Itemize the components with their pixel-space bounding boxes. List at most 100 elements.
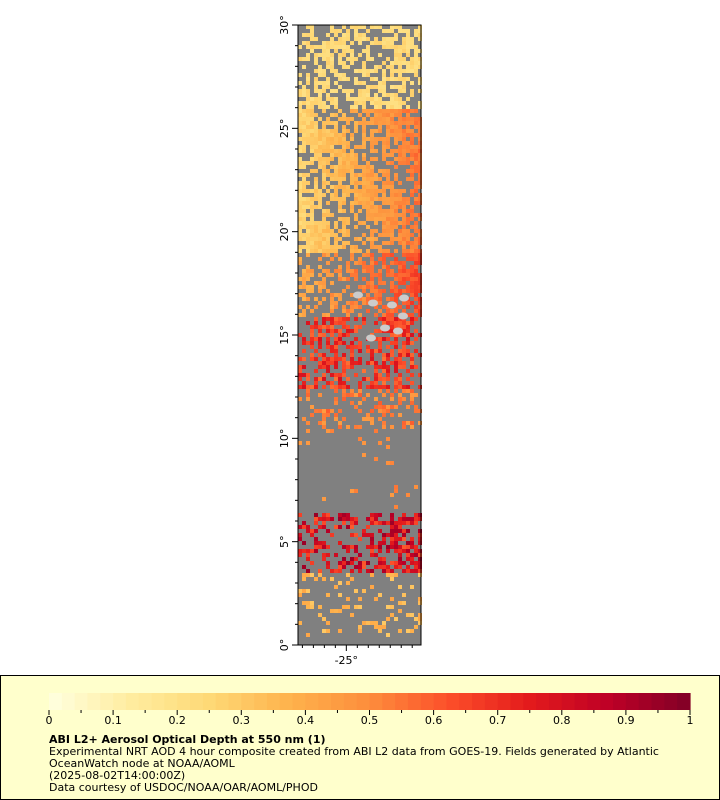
aod-cell — [394, 385, 398, 389]
aod-cell — [330, 245, 334, 249]
aod-cell — [410, 209, 414, 213]
aod-cell — [350, 61, 354, 65]
aod-cell — [314, 233, 318, 237]
aod-cell — [306, 285, 310, 289]
aod-cell — [358, 221, 362, 225]
aod-cell — [410, 585, 414, 589]
aod-cell — [354, 325, 358, 329]
aod-cell — [398, 73, 402, 77]
aod-cell — [326, 269, 330, 273]
aod-cell — [370, 381, 374, 385]
aod-cell — [350, 149, 354, 153]
aod-cell — [386, 117, 390, 121]
aod-cell — [306, 633, 310, 637]
aod-cell — [350, 345, 354, 349]
aod-cell — [394, 193, 398, 197]
aod-cell — [318, 141, 322, 145]
aod-cell — [310, 405, 314, 409]
aod-cell — [414, 553, 418, 557]
aod-cell — [342, 357, 346, 361]
aod-cell — [346, 309, 350, 313]
aod-cell — [330, 45, 334, 49]
aod-cell — [330, 153, 334, 157]
aod-cell — [394, 49, 398, 53]
aod-cell — [314, 169, 318, 173]
aod-cell — [370, 541, 374, 545]
aod-cell — [318, 117, 322, 121]
aod-cell — [410, 41, 414, 45]
aod-cell — [410, 61, 414, 65]
aod-cell — [394, 405, 398, 409]
aod-cell — [402, 309, 406, 313]
aod-cell — [322, 129, 326, 133]
aod-cell — [394, 261, 398, 265]
aod-cell — [314, 529, 318, 533]
aod-cell — [366, 285, 370, 289]
aod-cell — [410, 189, 414, 193]
aod-cell — [298, 209, 302, 213]
aod-cell — [394, 69, 398, 73]
aod-cell — [418, 309, 422, 313]
aod-cell — [310, 129, 314, 133]
aod-cell — [354, 129, 358, 133]
aod-cell — [326, 201, 330, 205]
aod-cell — [298, 89, 302, 93]
aod-cell — [354, 489, 358, 493]
aod-cell — [402, 349, 406, 353]
aod-cell — [318, 249, 322, 253]
aod-cell — [418, 65, 422, 69]
aod-cell — [398, 137, 402, 141]
aod-cell — [406, 517, 410, 521]
aod-cell — [330, 61, 334, 65]
aod-cell — [370, 209, 374, 213]
aod-cell — [394, 537, 398, 541]
aod-cell — [338, 217, 342, 221]
aod-cell — [322, 357, 326, 361]
aod-cell — [414, 485, 418, 489]
aod-cell — [386, 533, 390, 537]
aerosol-map: 0°5°10°15°20°25°30° -25° — [278, 15, 422, 667]
aod-cell — [406, 405, 410, 409]
aod-cell — [398, 77, 402, 81]
aod-cell — [418, 621, 422, 625]
aod-cell — [306, 441, 310, 445]
aod-cell — [354, 29, 358, 33]
aod-cell — [370, 269, 374, 273]
aod-cell — [322, 53, 326, 57]
aod-cell — [418, 261, 422, 265]
aod-cell — [374, 237, 378, 241]
aod-cell — [326, 381, 330, 385]
aod-cell — [306, 109, 310, 113]
aod-cell — [302, 189, 306, 193]
aod-cell — [310, 533, 314, 537]
aod-cell — [358, 297, 362, 301]
aod-cell — [362, 133, 366, 137]
aod-cell — [306, 233, 310, 237]
aod-cell — [418, 301, 422, 305]
aod-cell — [382, 305, 386, 309]
aod-cell — [318, 421, 322, 425]
aod-cell — [362, 565, 366, 569]
aod-cell — [362, 129, 366, 133]
aod-cell — [398, 521, 402, 525]
aod-cell — [298, 305, 302, 309]
aod-cell — [402, 201, 406, 205]
aod-cell — [298, 261, 302, 265]
aod-cell — [330, 257, 334, 261]
aod-cell — [326, 565, 330, 569]
colorbar-cell — [331, 693, 345, 710]
aod-cell — [370, 265, 374, 269]
aod-cell — [330, 101, 334, 105]
aod-cell — [310, 105, 314, 109]
aod-cell — [418, 557, 422, 561]
aod-cell — [414, 565, 418, 569]
aod-cell — [358, 81, 362, 85]
colorbar-tick-label: 0.3 — [233, 714, 251, 727]
aod-cell — [298, 313, 302, 317]
aod-cell — [386, 253, 390, 257]
lat-tick-label: 30° — [278, 15, 291, 35]
aod-cell — [366, 69, 370, 73]
aod-cell — [306, 97, 310, 101]
aod-cell — [310, 225, 314, 229]
aod-cell — [350, 569, 354, 573]
